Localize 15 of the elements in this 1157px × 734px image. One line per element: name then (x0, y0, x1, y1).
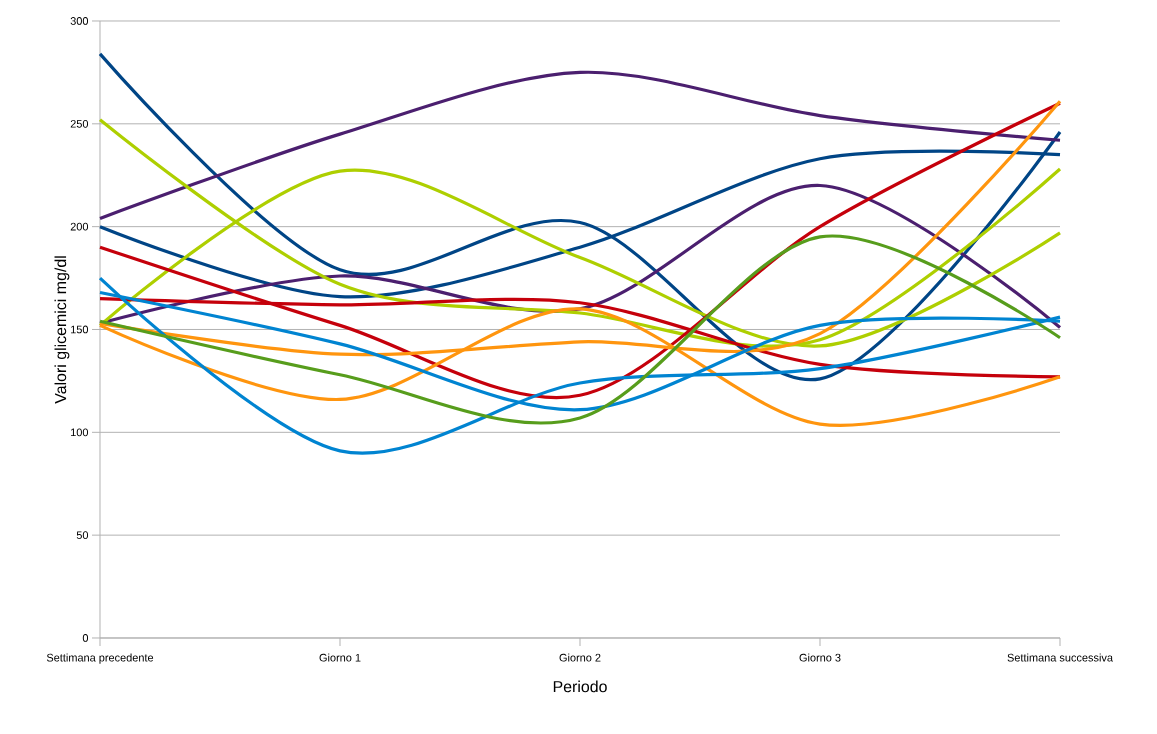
x-tick-label: Giorno 2 (559, 653, 601, 662)
x-tick-label: Giorno 3 (799, 653, 841, 662)
y-tick-label: 150 (71, 325, 89, 334)
y-tick-label: 250 (70, 119, 89, 128)
x-tick-label: Settimana precedente (46, 653, 154, 664)
line-series (98, 70, 1062, 221)
y-tick-label: 100 (71, 428, 89, 437)
y-tick-label: 200 (70, 222, 89, 231)
y-tick-label: 50 (76, 531, 89, 540)
x-tick-label: Giorno 1 (319, 653, 361, 662)
x-axis-title: Periodo (553, 680, 607, 693)
x-tick-label: Settimana successiva (1007, 653, 1113, 662)
y-axis-title: Valori glicemici mg/dl (54, 256, 70, 404)
y-tick-label: 0 (82, 634, 89, 642)
y-tick-label: 300 (70, 17, 89, 25)
